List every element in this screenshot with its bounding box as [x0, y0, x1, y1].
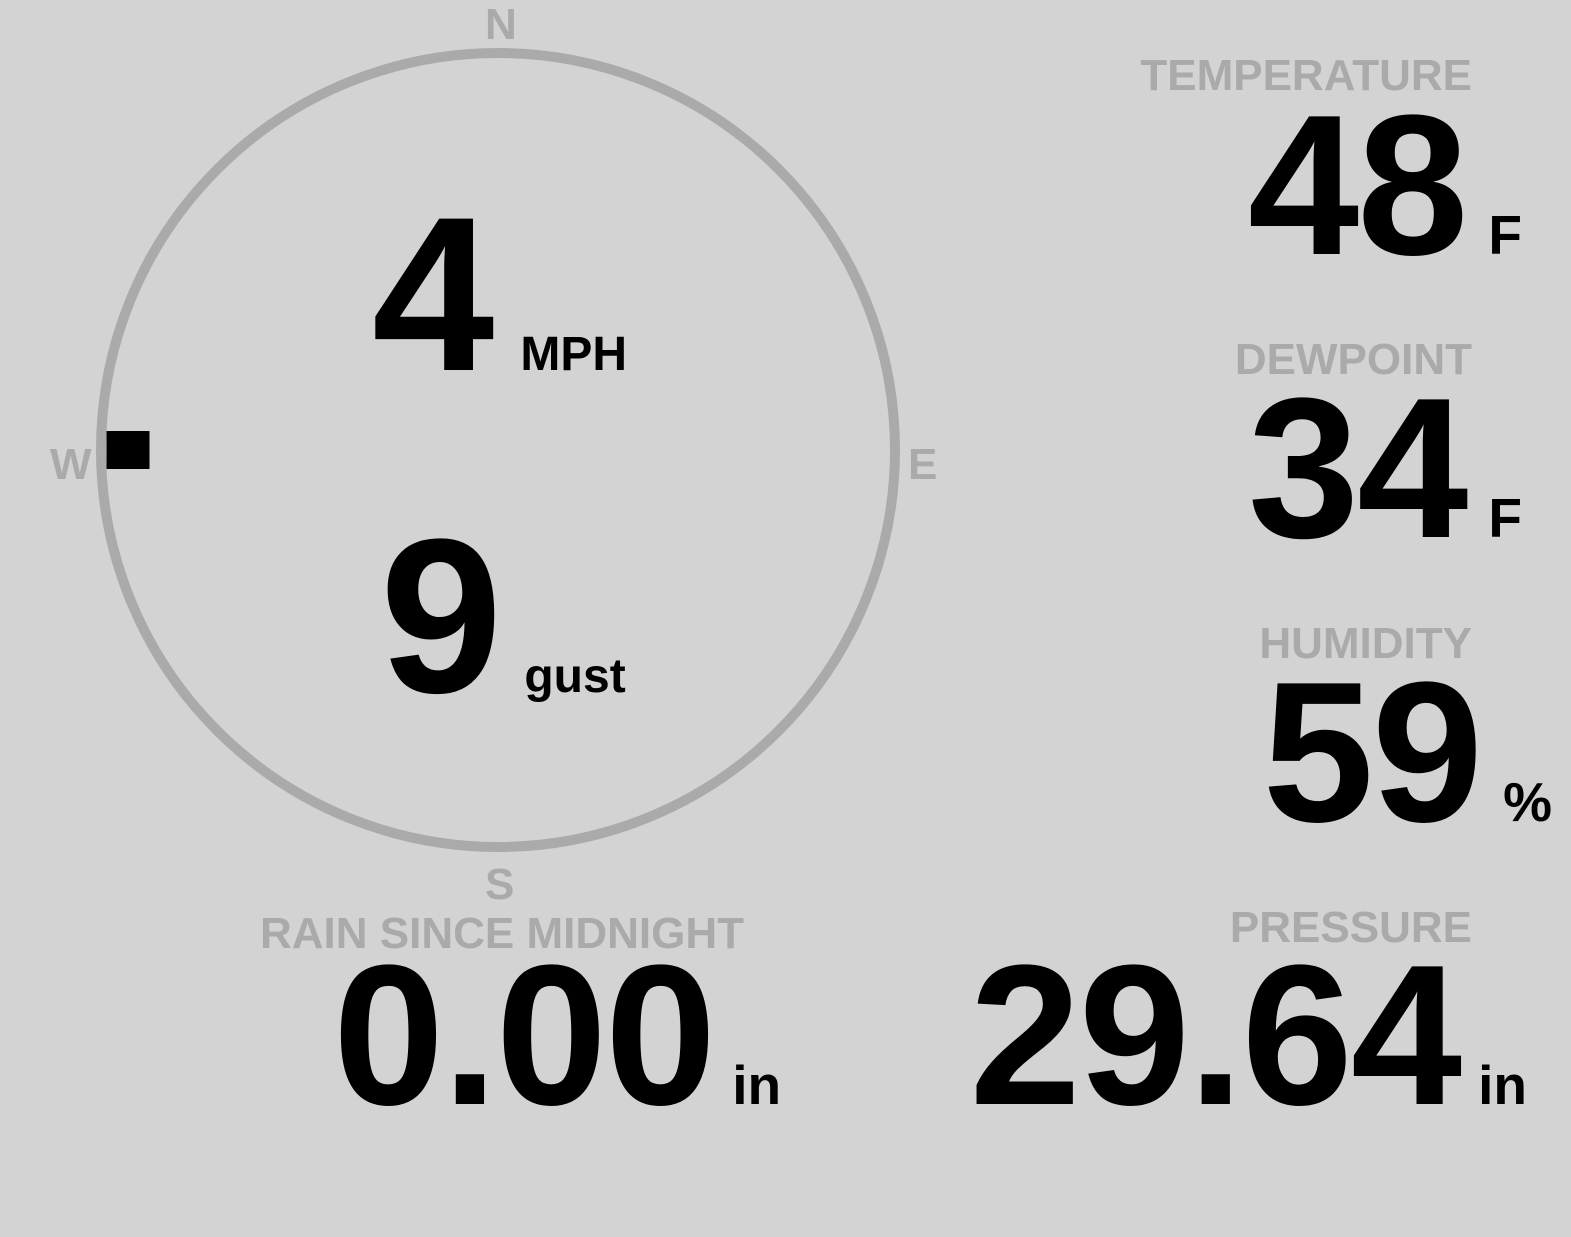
wind-gust: 9 gust — [380, 506, 626, 726]
compass-west: W — [50, 440, 92, 489]
pressure-unit: in — [1478, 1054, 1527, 1116]
rain-reading: 0.00 in — [333, 936, 781, 1136]
humidity-unit: % — [1503, 771, 1552, 833]
dewpoint-reading: 34 F — [1248, 369, 1522, 569]
rain-label: RAIN SINCE MIDNIGHT — [260, 909, 744, 958]
wind-gust-unit: gust — [524, 650, 626, 703]
temperature-unit: F — [1488, 204, 1522, 266]
humidity-value: 59 — [1262, 641, 1483, 864]
temperature-reading: 48 F — [1248, 86, 1522, 286]
compass-south: S — [485, 860, 515, 909]
compass-east: E — [908, 440, 938, 489]
wind-speed-value: 4 — [372, 171, 495, 417]
wind-speed: 4 MPH — [372, 184, 627, 404]
dewpoint-unit: F — [1488, 487, 1522, 549]
humidity-label: HUMIDITY — [1259, 619, 1472, 668]
wind-speed-unit: MPH — [520, 328, 628, 381]
wind-gust-value: 9 — [380, 493, 503, 739]
pressure-reading: 29.64 in — [970, 936, 1527, 1136]
rain-value: 0.00 — [333, 924, 716, 1147]
compass-north: N — [485, 0, 517, 49]
temperature-label: TEMPERATURE — [1140, 51, 1472, 100]
humidity-reading: 59 % — [1263, 653, 1552, 853]
temperature-value: 48 — [1247, 74, 1468, 297]
pressure-label: PRESSURE — [1229, 903, 1472, 952]
dewpoint-label: DEWPOINT — [1234, 335, 1472, 384]
compass-ring — [96, 48, 900, 852]
pressure-value: 29.64 — [969, 924, 1462, 1147]
dewpoint-value: 34 — [1247, 357, 1468, 580]
rain-unit: in — [732, 1054, 782, 1116]
wind-direction-marker — [106, 431, 150, 469]
